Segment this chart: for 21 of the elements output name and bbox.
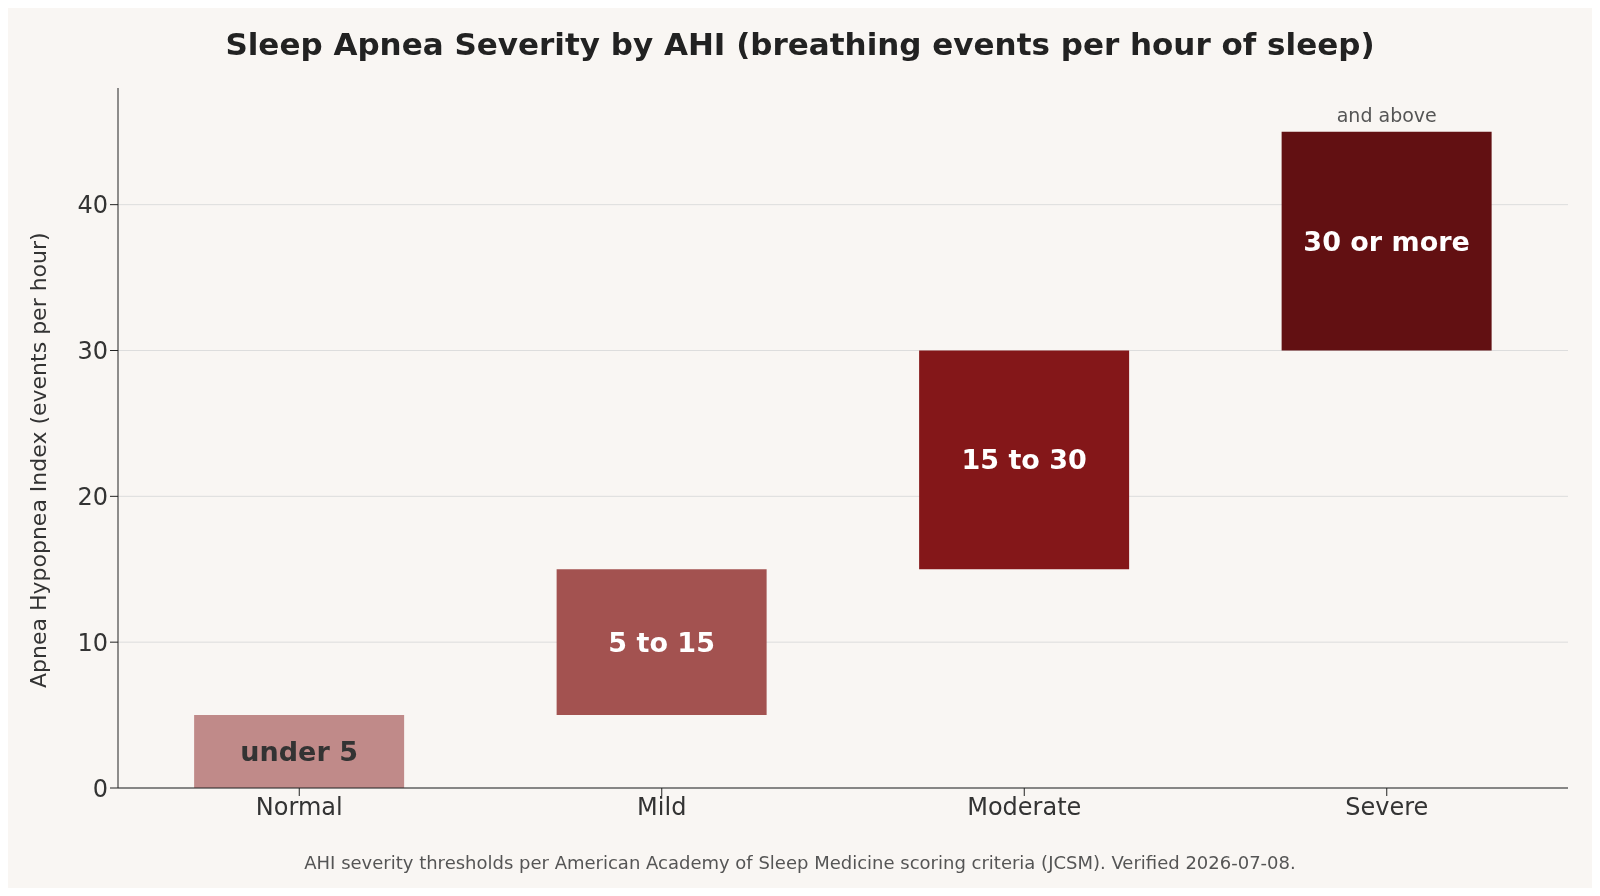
x-tick-label: Moderate [967, 793, 1082, 822]
x-tick-label: Normal [255, 793, 343, 822]
bar [1281, 131, 1492, 351]
y-tick-label: 10 [77, 628, 108, 657]
y-tick-label: 20 [77, 482, 108, 511]
x-tick-label: Severe [1345, 793, 1429, 822]
chart-title: Sleep Apnea Severity by AHI (breathing events per hour of sleep) [224, 25, 1376, 64]
bar [556, 569, 767, 716]
x-tick-label: Mild [637, 793, 687, 822]
annotation: under 5 [240, 736, 358, 768]
y-tick-label: 0 [92, 774, 108, 803]
y-tick-label: 40 [77, 191, 108, 220]
y-axis-title: Apnea Hypopnea Index (events per hour) [25, 232, 51, 688]
y-tick-label: 30 [77, 337, 108, 366]
annotation: 15 to 30 [961, 444, 1087, 476]
bar [194, 715, 405, 788]
annotation: 30 or more [1303, 225, 1470, 257]
annotation: 5 to 15 [608, 626, 715, 658]
annotation: and above [1336, 103, 1437, 126]
bar [919, 350, 1130, 570]
text: AHI severity thresholds per American Academy of Sleep Medicine scoring criteria (JCSM). Verified 2026-07-08. [303, 852, 1297, 873]
